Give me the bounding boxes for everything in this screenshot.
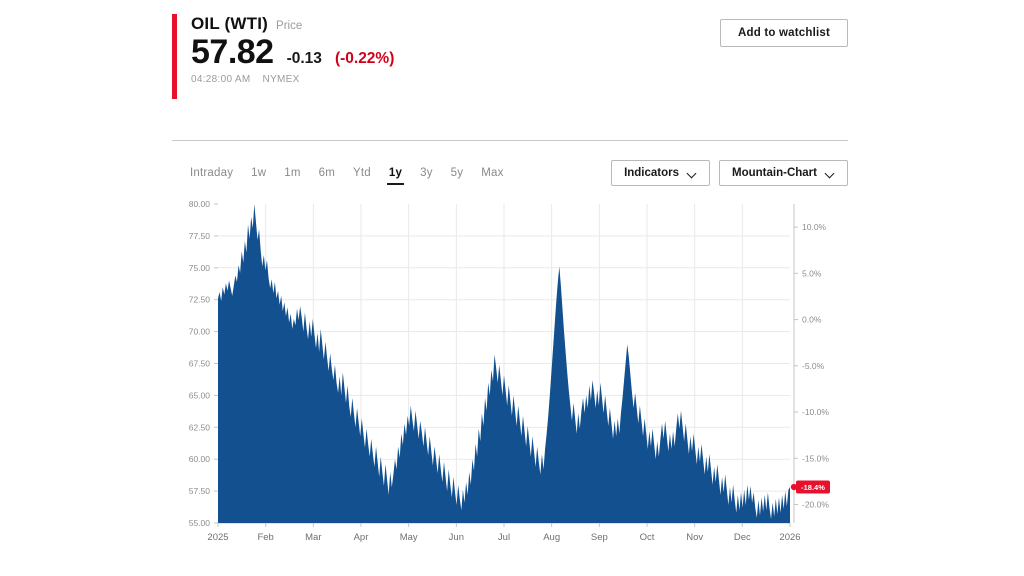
accent-bar [172,14,177,99]
x-axis-label: Mar [305,532,321,543]
x-axis-label: Nov [686,532,703,543]
price-change: -0.13 [286,50,322,67]
price-caption: Price [276,20,303,32]
timeframe-tab-3y[interactable]: 3y [420,167,433,179]
timeframe-tab-6m[interactable]: 6m [318,167,336,179]
x-axis-label: 2025 [207,532,228,543]
timeframe-tab-max[interactable]: Max [481,167,504,179]
timeframe-tabs: Intraday 1w 1m 6m Ytd 1y 3y 5y Max [181,164,513,185]
x-axis-label: Aug [543,532,560,543]
x-axis-label: 2026 [779,532,800,543]
timeframe-tab-1y[interactable]: 1y [380,164,411,185]
y-axis-label: 65.00 [189,390,211,400]
right-axis-label: 5.0% [802,268,822,278]
chart-type-dropdown[interactable]: Mountain-Chart [719,160,848,186]
y-axis-label: 62.50 [189,422,211,432]
x-axis-label: Dec [734,532,751,543]
y-axis-label: 80.00 [189,199,211,209]
y-axis-label: 57.50 [189,486,211,496]
indicators-label: Indicators [624,167,680,179]
x-axis-label: Apr [354,532,369,543]
timeframe-tab-1w[interactable]: 1w [251,167,267,179]
price-chart[interactable]: 80.00 77.50 75.00 72.50 70.00 67.50 65.00 62.50… [172,196,848,551]
add-to-watchlist-button[interactable]: Add to watchlist [719,19,848,47]
chart-canvas[interactable]: 80.00 77.50 75.00 72.50 70.00 67.50 65.00 62.50… [172,196,848,551]
y-axis-label: 75.00 [189,263,211,273]
x-axis-label: May [400,532,418,543]
last-price: 57.82 [191,33,274,71]
y-axis-label: 77.50 [189,231,211,241]
quote-exchange: NYMEX [262,73,300,85]
instrument-name: OIL (WTI) [191,14,269,33]
last-price-marker-dot [790,483,798,491]
chart-options: Indicators Mountain-Chart [611,160,848,186]
y-axis-label: 60.00 [189,454,211,464]
x-axis-label: Feb [257,532,273,543]
y-axis-label: 70.00 [189,327,211,337]
indicators-dropdown[interactable]: Indicators [611,160,711,186]
right-axis-label: -10.0% [802,407,829,417]
chevron-down-icon [688,169,697,178]
chart-type-label: Mountain-Chart [732,167,817,179]
chevron-down-icon [826,169,835,178]
price-change-percent: (-0.22%) [334,50,395,67]
quote-block: OIL (WTI) Price 57.82 -0.13 (-0.22%) 04:… [172,14,394,99]
chart-controls: Intraday 1w 1m 6m Ytd 1y 3y 5y Max Indicators Mo… [172,160,848,190]
right-axis-label: -15.0% [802,453,829,463]
right-axis-label: 10.0% [802,222,827,232]
last-price-badge [796,480,830,494]
price-area-series [218,204,790,523]
y-axis-label: 55.00 [189,518,211,528]
quote-time: 04:28:00 AM [191,73,251,85]
timeframe-tab-ytd[interactable]: Ytd [353,167,371,179]
right-axis-label: -20.0% [802,500,829,510]
x-axis-label: Jul [498,532,510,543]
timeframe-tab-1m[interactable]: 1m [284,167,301,179]
x-axis-label: Jun [449,532,464,543]
y-axis-label: 72.50 [189,295,211,305]
header-divider [172,140,848,141]
timeframe-tab-5y[interactable]: 5y [450,167,464,179]
right-axis-label: -5.0% [802,361,825,371]
y-axis-label: 67.50 [189,359,211,369]
last-price-badge-label: -18.4% [801,483,825,492]
x-axis-label: Sep [591,532,608,543]
right-axis-label: 0.0% [802,315,822,325]
quote-header: OIL (WTI) Price 57.82 -0.13 (-0.22%) 04:… [172,14,848,106]
timeframe-tab-intraday[interactable]: Intraday [190,167,234,179]
quote-meta: 04:28:00 AM NYMEX [191,74,394,85]
x-axis-label: Oct [640,532,655,543]
